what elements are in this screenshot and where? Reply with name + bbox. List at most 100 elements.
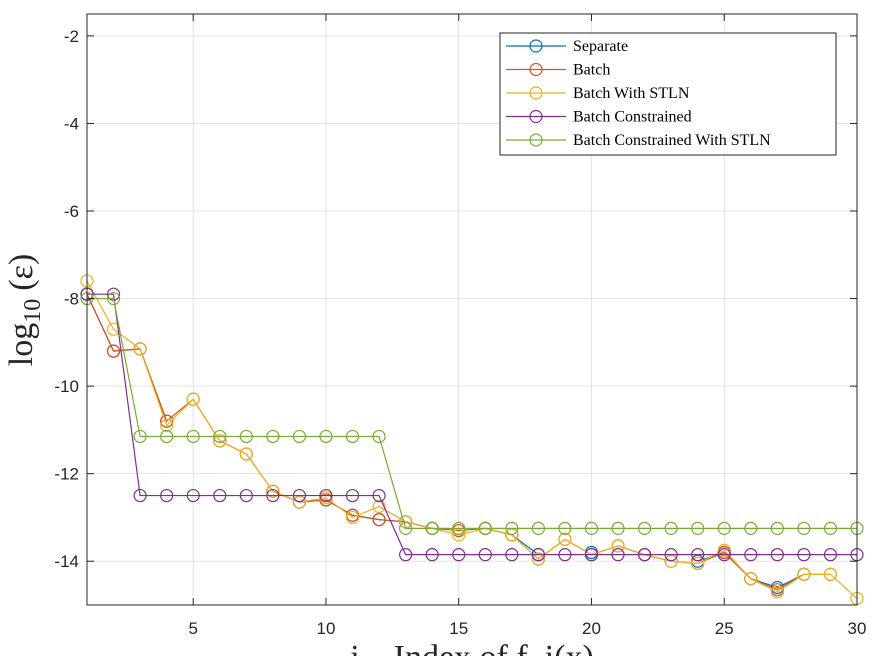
axis-ticks: 5 10 15 20 25 30 -2 -4 -6 -8 -10 -12 -14	[54, 14, 866, 638]
data-point	[664, 548, 678, 562]
y-axis-label-arg: (ε)	[3, 254, 40, 291]
data-point	[531, 552, 545, 566]
data-point	[292, 488, 307, 503]
data-point	[186, 392, 200, 406]
x-tick-label: 5	[188, 619, 197, 638]
data-point	[823, 548, 838, 562]
data-point	[717, 548, 731, 562]
data-point	[372, 499, 386, 514]
data-point	[345, 510, 360, 525]
x-tick-label: 25	[715, 619, 734, 638]
legend-label: Separate	[573, 38, 628, 55]
data-point	[664, 521, 678, 535]
legend-item: Batch	[506, 62, 610, 79]
data-point	[160, 418, 174, 433]
data-point	[372, 429, 386, 444]
data-point	[744, 548, 758, 562]
data-point	[239, 429, 253, 444]
data-point	[584, 521, 599, 535]
legend-marker	[529, 133, 543, 147]
data-point	[478, 521, 492, 535]
data-point	[717, 543, 731, 557]
data-point	[319, 429, 333, 444]
data-point	[160, 414, 174, 428]
data-point	[186, 429, 200, 444]
y-tick-label: -2	[64, 27, 79, 46]
data-point	[744, 521, 758, 535]
y-axis-label: log10 (ε)	[3, 254, 46, 366]
series-group	[80, 274, 864, 606]
x-tick-label: 10	[317, 619, 336, 638]
data-point	[425, 548, 439, 562]
legend-label: Batch Constrained With STLN	[573, 132, 771, 149]
data-point	[797, 521, 811, 535]
data-point	[637, 548, 652, 562]
data-point	[797, 567, 811, 581]
legend-marker	[529, 86, 543, 100]
legend: Separate Batch Batch With STLN Batch Constr…	[499, 32, 837, 156]
x-tick-label: 15	[449, 619, 468, 638]
data-point	[266, 488, 280, 503]
data-point	[611, 521, 625, 535]
legend-box	[499, 32, 837, 156]
y-tick-label: -10	[54, 377, 79, 396]
data-point	[558, 532, 572, 546]
y-tick-label: -6	[64, 202, 79, 221]
data-point	[133, 488, 147, 503]
data-point	[213, 488, 227, 503]
legend-item: Batch Constrained With STLN	[506, 132, 771, 149]
legend-label: Batch Constrained	[573, 109, 692, 126]
y-tick-label: -4	[64, 114, 79, 133]
legend-item: Separate	[506, 38, 628, 55]
data-point	[531, 548, 545, 562]
data-point	[691, 556, 705, 571]
data-point	[584, 548, 599, 562]
y-tick-label: -14	[54, 552, 79, 571]
y-tick-label: -12	[54, 465, 79, 484]
legend-marker	[529, 62, 543, 77]
legend-item: Batch Constrained	[506, 109, 692, 126]
data-point	[345, 488, 360, 503]
data-point	[770, 521, 784, 535]
data-point	[292, 429, 307, 444]
series-batch-constrained	[80, 287, 864, 562]
x-tick-label: 30	[848, 619, 867, 638]
y-tick-label: -8	[64, 290, 79, 309]
data-point	[399, 521, 413, 535]
data-point	[213, 434, 227, 448]
plot-frame	[86, 13, 858, 606]
data-point	[823, 521, 838, 535]
legend-label: Batch	[573, 62, 610, 79]
x-axis-label: i – Index of f_i(x)	[350, 639, 594, 656]
x-tick-label: 20	[582, 619, 601, 638]
data-point	[213, 429, 227, 444]
data-point	[239, 447, 253, 461]
data-point	[452, 548, 466, 562]
data-point	[823, 567, 838, 581]
data-point	[717, 521, 731, 535]
legend-marker	[529, 109, 543, 124]
data-point	[531, 521, 545, 535]
data-point	[611, 539, 625, 553]
data-point	[319, 488, 333, 503]
data-point	[186, 488, 200, 503]
data-point	[770, 548, 784, 562]
data-point	[239, 488, 253, 503]
data-point	[797, 548, 811, 562]
data-point	[744, 572, 758, 586]
legend-marker	[529, 39, 543, 53]
data-point	[106, 344, 121, 358]
data-point	[770, 585, 784, 599]
data-point	[399, 548, 413, 562]
data-point	[505, 548, 519, 562]
data-point	[425, 521, 439, 535]
series-line	[87, 293, 857, 556]
legend-item: Batch With STLN	[506, 85, 690, 102]
y-axis-label-main: log	[3, 323, 40, 366]
data-point	[106, 291, 121, 306]
data-point	[133, 342, 147, 356]
data-point	[558, 521, 572, 535]
data-point	[691, 548, 705, 562]
data-point	[691, 521, 705, 535]
data-point	[266, 429, 280, 444]
